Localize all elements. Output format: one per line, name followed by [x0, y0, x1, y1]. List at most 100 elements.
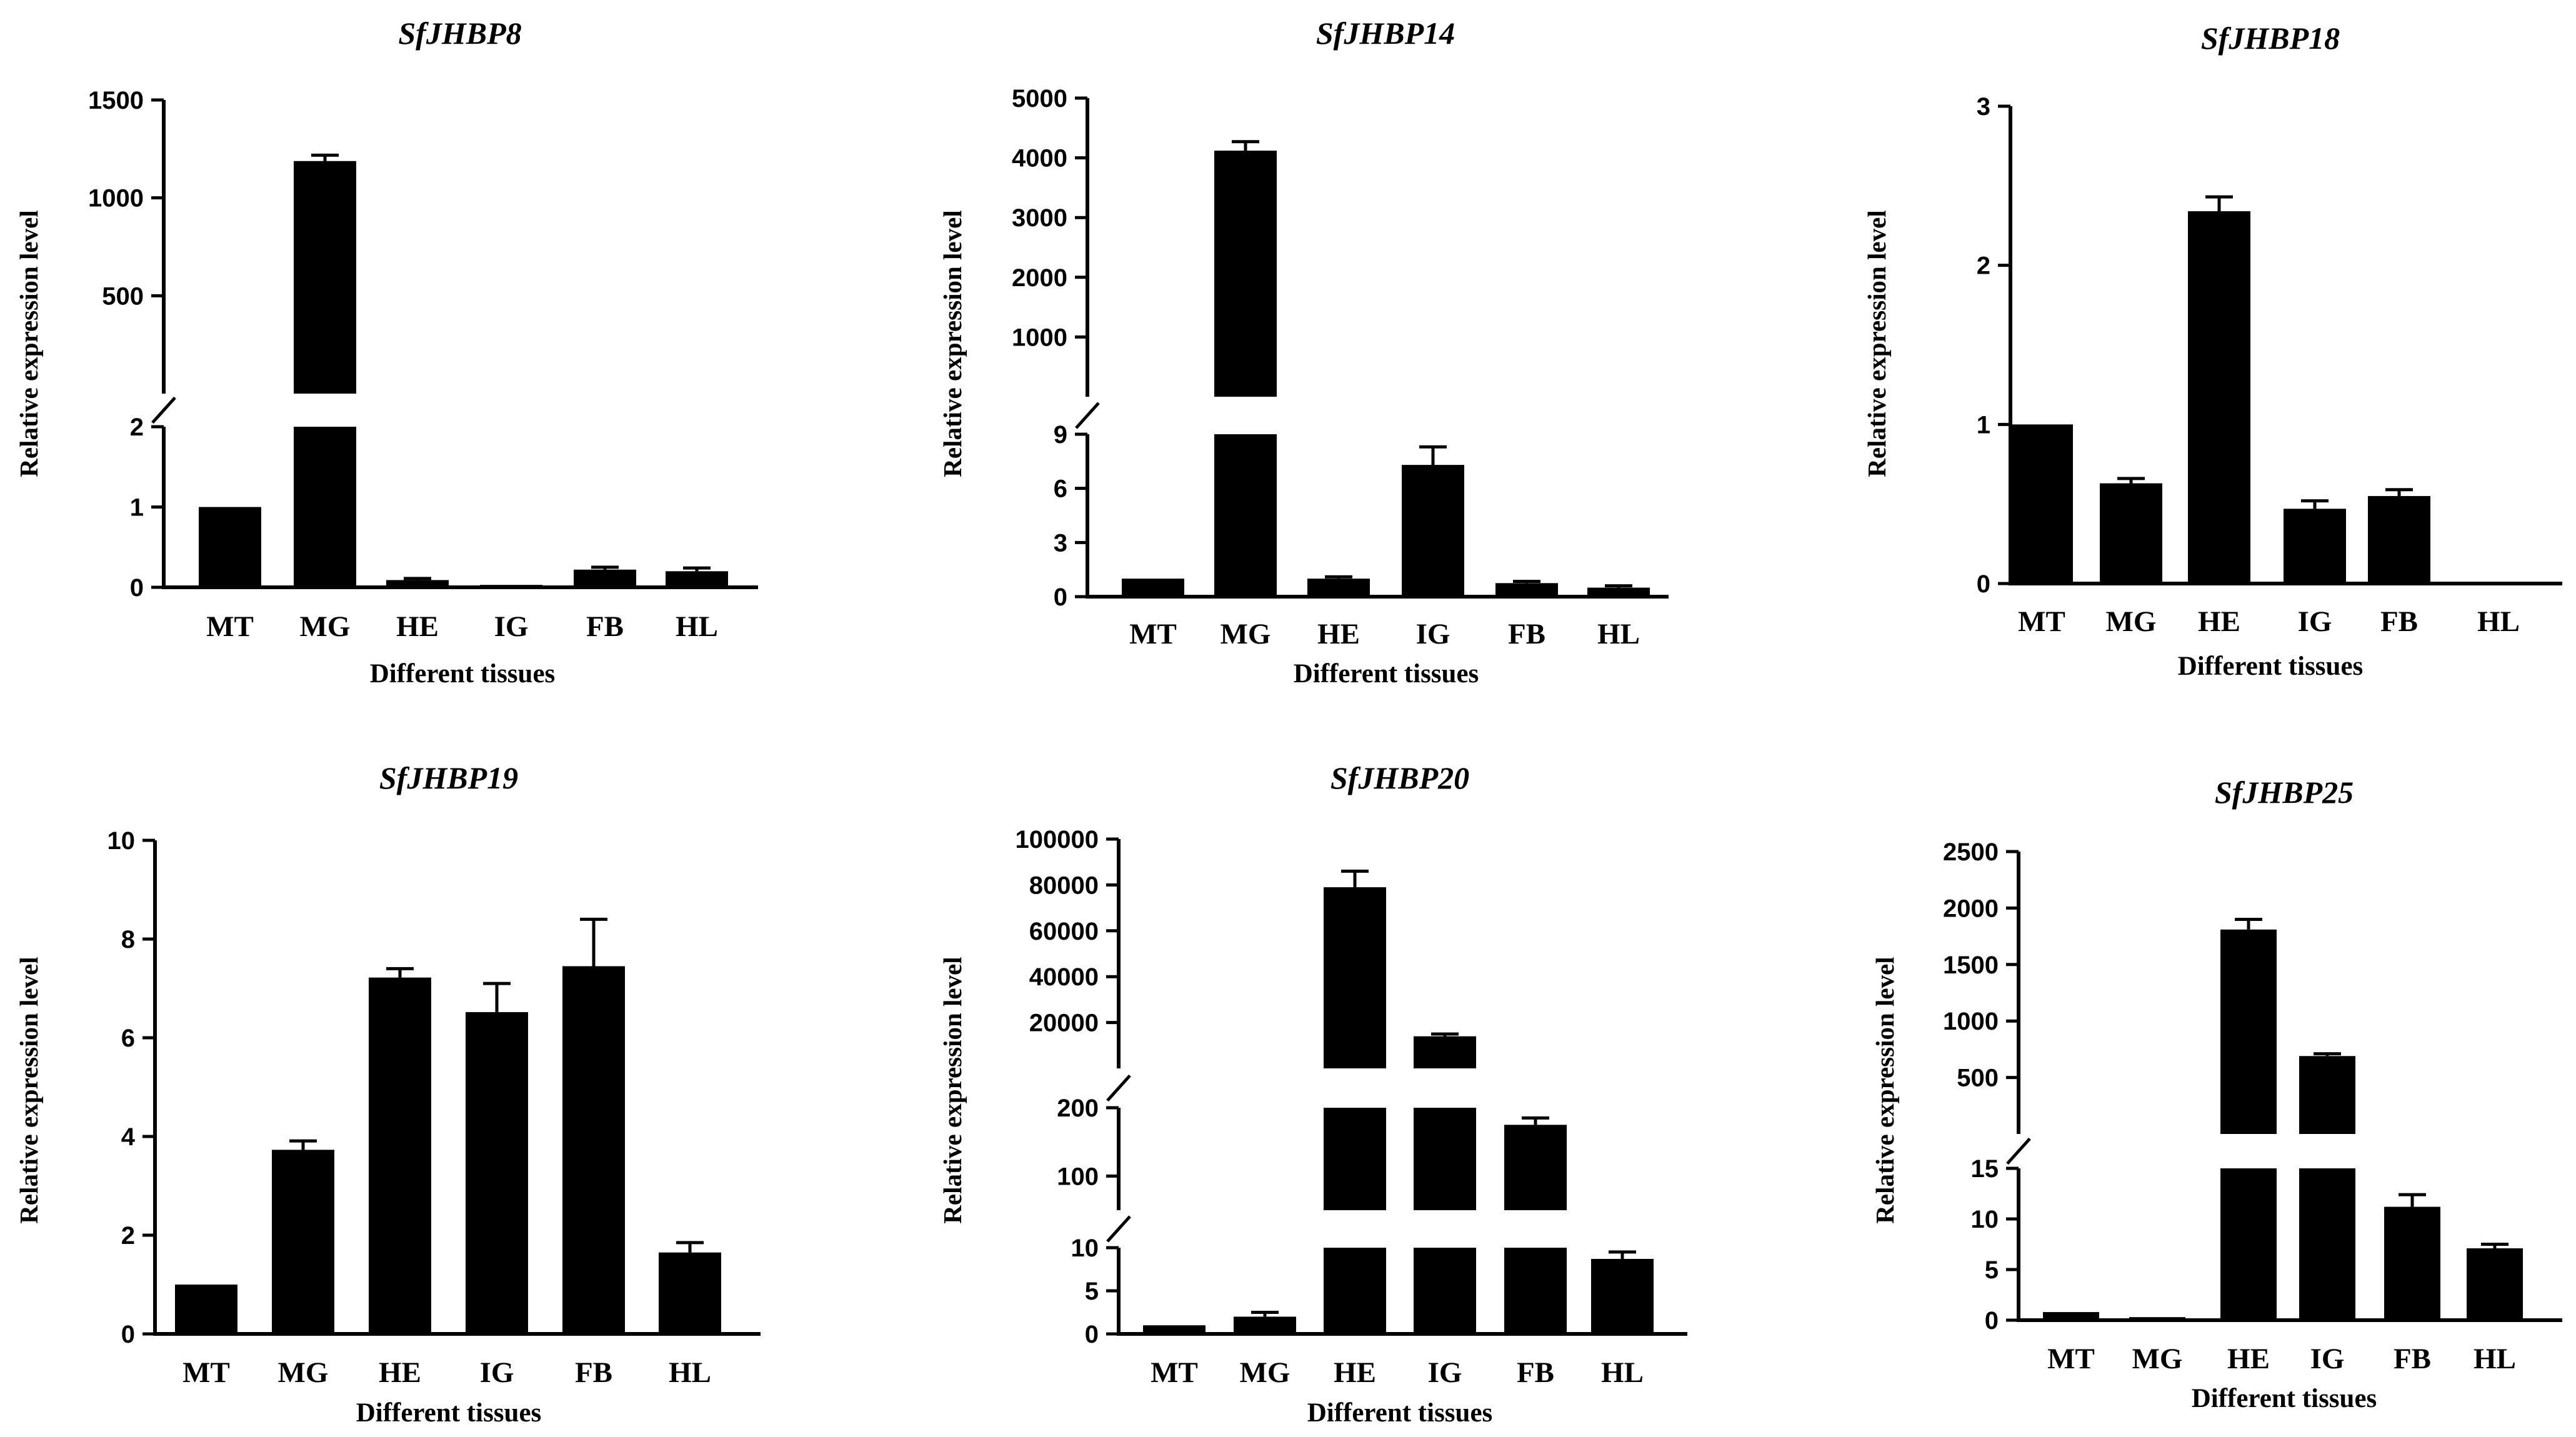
x-tick-label: MG — [2106, 605, 2157, 638]
x-axis-label: Different tissues — [370, 659, 556, 689]
y-tick-label: 10 — [1971, 1206, 1999, 1233]
chart-title: SfJHBP8 — [398, 16, 521, 51]
bar-he — [1324, 1248, 1386, 1334]
chart-title: SfJHBP14 — [1316, 16, 1455, 51]
y-axis-label: Relative expression level — [938, 957, 967, 1223]
bar-hl — [2467, 1248, 2523, 1320]
y-tick-label: 1000 — [88, 185, 144, 212]
x-tick-label: MG — [300, 610, 351, 643]
y-tick-label: 80000 — [1029, 872, 1099, 899]
bar-mg — [272, 1150, 334, 1334]
bar-mg — [2100, 483, 2162, 584]
chart-title: SfJHBP20 — [1330, 760, 1469, 795]
y-tick-label: 0 — [1085, 1321, 1099, 1348]
bar-hl — [2467, 582, 2530, 584]
y-tick-label: 2 — [121, 1222, 135, 1250]
y-tick-label: 500 — [1957, 1065, 1999, 1092]
x-axis-label: Different tissues — [2178, 652, 2364, 681]
bar-fb — [2368, 495, 2430, 584]
axis-break-mark — [1106, 1074, 1131, 1102]
y-tick-label: 100 — [1057, 1163, 1099, 1190]
bar-mg — [1214, 151, 1277, 397]
x-tick-label: MT — [2018, 605, 2065, 638]
x-tick-label: IG — [2310, 1343, 2345, 1375]
x-tick-label: MT — [206, 610, 254, 643]
axis-break-mark — [2006, 1137, 2031, 1165]
y-tick-label: 200 — [1057, 1095, 1099, 1122]
bar-ig — [1414, 1108, 1476, 1210]
chart-panel-sfjhbp25: SfJHBP25 Relative expression level Differe… — [1870, 775, 2562, 1413]
x-tick-label: HL — [2474, 1343, 2516, 1375]
bar-he — [386, 580, 449, 587]
y-tick-label: 3 — [1977, 93, 1990, 121]
x-tick-label: MT — [1129, 618, 1177, 650]
y-tick-label: 5000 — [1012, 85, 1067, 112]
x-tick-label: FB — [2380, 605, 2418, 638]
bar-he — [369, 977, 431, 1334]
y-tick-label: 15 — [1971, 1155, 1999, 1183]
bar-ig — [1414, 1036, 1476, 1068]
x-tick-label: IG — [1428, 1356, 1462, 1389]
axis-break-mark — [1075, 402, 1100, 429]
y-tick-label: 1000 — [1012, 324, 1067, 351]
x-axis-label: Different tissues — [356, 1398, 542, 1428]
y-tick-label: 8 — [121, 926, 135, 953]
chart-panel-sfjhbp8: SfJHBP8 Relative expression level Differen… — [14, 16, 758, 689]
y-tick-label: 9 — [1054, 421, 1067, 449]
bar-mt — [1143, 1325, 1206, 1334]
axis-break-mark — [1106, 1215, 1131, 1243]
chart-panel-sfjhbp20: SfJHBP20 Relative expression level Differe… — [938, 760, 1687, 1428]
x-tick-label: IG — [494, 610, 529, 643]
x-tick-label: HE — [2198, 605, 2240, 638]
bar-he — [1324, 887, 1386, 1068]
y-tick-label: 60000 — [1029, 918, 1099, 945]
x-axis-label: Different tissues — [2192, 1384, 2377, 1413]
x-tick-label: MT — [182, 1356, 230, 1389]
y-axis-label: Relative expression level — [1870, 957, 1899, 1223]
x-tick-label: IG — [480, 1356, 514, 1389]
chart-title: SfJHBP25 — [2215, 775, 2354, 810]
bar-mg — [294, 427, 356, 587]
y-tick-label: 2500 — [1943, 838, 1999, 866]
bar-he — [2220, 1168, 2277, 1320]
y-tick-label: 0 — [1985, 1307, 1999, 1335]
y-tick-label: 2 — [130, 414, 144, 441]
y-axis-label: Relative expression level — [938, 210, 967, 477]
x-tick-label: IG — [1416, 618, 1450, 650]
bar-mg — [1214, 434, 1277, 597]
x-tick-label: HL — [1597, 618, 1640, 650]
y-tick-label: 3 — [1054, 529, 1067, 557]
bar-ig — [1414, 1248, 1476, 1334]
x-tick-label: HE — [396, 610, 439, 643]
bar-mt — [2010, 424, 2073, 584]
y-tick-label: 3000 — [1012, 204, 1067, 232]
chart-panel-sfjhbp18: SfJHBP18 Relative expression level Differe… — [1862, 21, 2562, 681]
bar-mt — [199, 507, 261, 587]
y-tick-label: 10 — [107, 827, 136, 855]
y-tick-label: 1 — [130, 494, 144, 522]
x-tick-label: FB — [2394, 1343, 2431, 1375]
x-tick-label: MG — [2132, 1343, 2183, 1375]
x-tick-label: HL — [676, 610, 718, 643]
y-tick-label: 0 — [1977, 570, 1990, 598]
bar-fb — [2384, 1206, 2440, 1320]
x-tick-label: MG — [1240, 1356, 1290, 1389]
y-tick-label: 0 — [121, 1321, 135, 1348]
bar-ig — [1402, 465, 1464, 597]
bar-ig — [2284, 509, 2346, 584]
bar-ig — [466, 1012, 528, 1334]
y-tick-label: 2 — [1977, 252, 1990, 280]
x-axis-label: Different tissues — [1307, 1398, 1493, 1428]
x-tick-label: IG — [2298, 605, 2332, 638]
bar-he — [2188, 211, 2250, 584]
y-tick-label: 0 — [130, 574, 144, 602]
bar-hl — [1591, 1258, 1654, 1334]
x-tick-label: FB — [1508, 618, 1545, 650]
x-tick-label: HL — [1601, 1356, 1644, 1389]
bar-hl — [659, 1252, 721, 1334]
bar-ig — [2299, 1056, 2355, 1134]
chart-title: SfJHBP19 — [379, 760, 518, 795]
y-tick-label: 6 — [121, 1025, 135, 1052]
y-tick-label: 2000 — [1943, 895, 1999, 922]
